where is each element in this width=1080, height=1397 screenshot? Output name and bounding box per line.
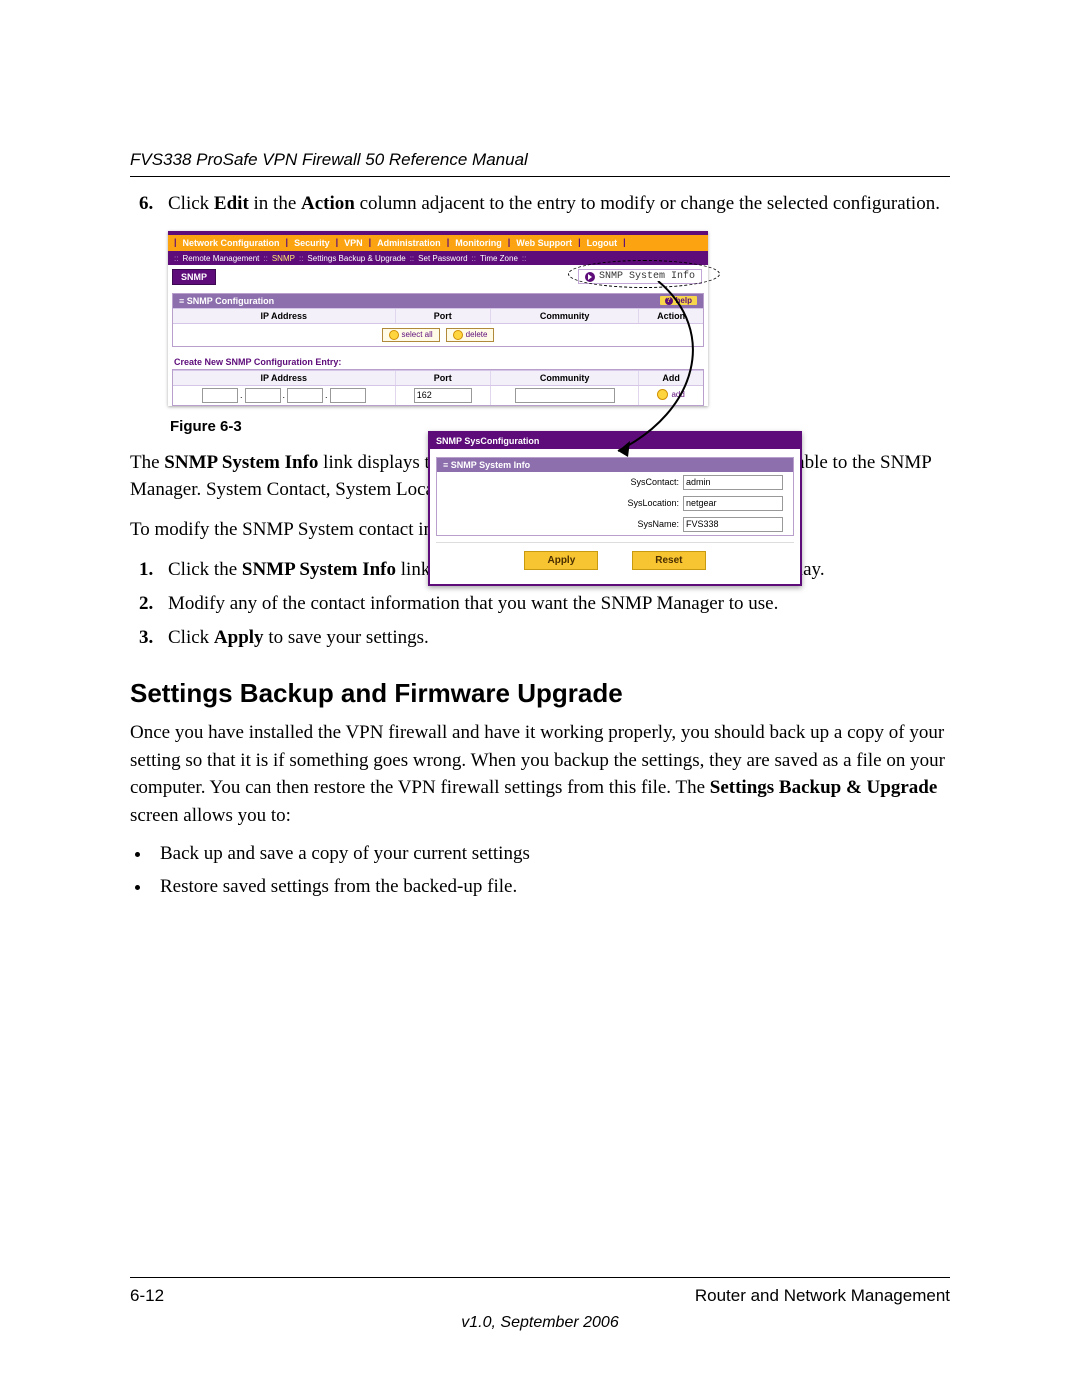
- sysname-label: SysName:: [637, 519, 679, 529]
- nav-security[interactable]: Security: [290, 237, 334, 249]
- step6-action: Action: [301, 193, 355, 214]
- syslocation-label: SysLocation:: [627, 498, 679, 508]
- chapter-title: Router and Network Management: [695, 1286, 950, 1306]
- delete-button[interactable]: delete: [446, 328, 495, 342]
- running-header: FVS338 ProSafe VPN Firewall 50 Reference…: [130, 150, 950, 170]
- select-all-button[interactable]: select all: [382, 328, 440, 342]
- snmp-screenshot: | Network Configuration| Security| VPN| …: [168, 231, 708, 406]
- ip-octet-2[interactable]: [245, 388, 281, 403]
- apply-button[interactable]: Apply: [524, 551, 598, 570]
- col2-port: Port: [396, 371, 491, 385]
- nav-admin[interactable]: Administration: [373, 237, 445, 249]
- panel-title: ≡ SNMP Configuration: [179, 296, 274, 306]
- col-action: Action: [639, 309, 703, 323]
- sysconfig-popup: SNMP SysConfiguration ≡ SNMP System Info…: [428, 431, 802, 586]
- paragraph-backup: Once you have installed the VPN firewall…: [130, 719, 950, 829]
- step-3: Click Apply to save your settings.: [158, 625, 950, 651]
- col-ip: IP Address: [173, 309, 396, 323]
- port-input[interactable]: [414, 388, 472, 403]
- step6-edit: Edit: [214, 193, 249, 214]
- page-number: 6-12: [130, 1286, 164, 1306]
- col2-add: Add: [639, 371, 703, 385]
- page-footer: 6-12 Router and Network Management v1.0,…: [130, 1277, 950, 1332]
- nav-vpn[interactable]: VPN: [340, 237, 367, 249]
- syscontact-input[interactable]: [683, 475, 783, 490]
- section-heading: Settings Backup and Firmware Upgrade: [130, 678, 950, 709]
- add-button[interactable]: add: [657, 389, 684, 400]
- snmp-tab[interactable]: SNMP: [172, 269, 216, 285]
- create-entry-title: Create New SNMP Configuration Entry:: [168, 353, 708, 369]
- nav-monitoring[interactable]: Monitoring: [451, 237, 506, 249]
- help-button[interactable]: ?help: [660, 296, 697, 305]
- arrow-icon: [585, 272, 595, 282]
- header-rule: [130, 176, 950, 177]
- figure-6-3: | Network Configuration| Security| VPN| …: [168, 231, 950, 406]
- step-6: Click Edit in the Action column adjacent…: [158, 191, 950, 217]
- ip-octet-3[interactable]: [287, 388, 323, 403]
- step-2: Modify any of the contact information th…: [158, 591, 950, 617]
- col-community: Community: [491, 309, 639, 323]
- popup-title: SNMP SysConfiguration: [430, 433, 800, 449]
- popup-panel-title: ≡ SNMP System Info: [443, 460, 530, 470]
- ip-octet-1[interactable]: [202, 388, 238, 403]
- subnav-remote[interactable]: Remote Management: [182, 254, 259, 263]
- col2-ip: IP Address: [173, 371, 396, 385]
- col2-community: Community: [491, 371, 639, 385]
- plus-icon: [657, 389, 668, 400]
- community-input[interactable]: [515, 388, 615, 403]
- check-icon: [389, 330, 399, 340]
- nav-websupport[interactable]: Web Support: [512, 237, 576, 249]
- bullet-2: Restore saved settings from the backed-u…: [152, 874, 950, 901]
- ip-octet-4[interactable]: [330, 388, 366, 403]
- subnav-password[interactable]: Set Password: [418, 254, 467, 263]
- subnav-timezone[interactable]: Time Zone: [480, 254, 518, 263]
- snmp-system-info-link[interactable]: SNMP System Info: [578, 269, 702, 284]
- version-line: v1.0, September 2006: [130, 1314, 950, 1332]
- sysname-input[interactable]: [683, 517, 783, 532]
- secondary-nav: :: Remote Management:: SNMP:: Settings B…: [168, 252, 708, 265]
- reset-button[interactable]: Reset: [632, 551, 705, 570]
- subnav-backup[interactable]: Settings Backup & Upgrade: [307, 254, 405, 263]
- col-port: Port: [396, 309, 491, 323]
- nav-logout[interactable]: Logout: [583, 237, 622, 249]
- subnav-snmp[interactable]: SNMP: [272, 254, 295, 263]
- x-icon: [453, 330, 463, 340]
- syslocation-input[interactable]: [683, 496, 783, 511]
- bullet-1: Back up and save a copy of your current …: [152, 841, 950, 868]
- primary-nav: | Network Configuration| Security| VPN| …: [168, 231, 708, 252]
- syscontact-label: SysContact:: [630, 477, 679, 487]
- nav-network[interactable]: Network Configuration: [179, 237, 284, 249]
